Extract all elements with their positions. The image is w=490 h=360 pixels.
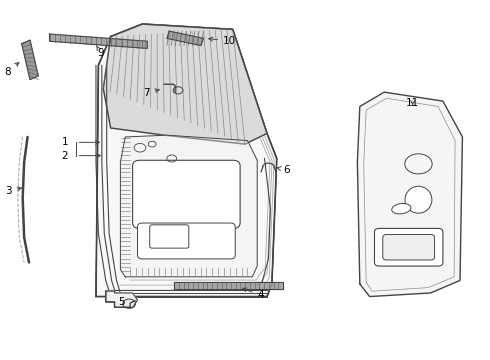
Polygon shape <box>96 24 277 297</box>
Text: 10: 10 <box>209 36 236 46</box>
Polygon shape <box>49 34 147 48</box>
Text: 1: 1 <box>62 137 68 147</box>
Text: 11: 11 <box>406 98 419 108</box>
Polygon shape <box>103 24 267 144</box>
Text: 2: 2 <box>62 150 68 161</box>
Polygon shape <box>167 31 203 45</box>
Polygon shape <box>22 40 38 80</box>
Text: 6: 6 <box>277 165 290 175</box>
Text: 4: 4 <box>243 288 264 301</box>
Text: 5: 5 <box>119 297 125 307</box>
Text: 3: 3 <box>5 186 22 196</box>
Text: 8: 8 <box>4 63 19 77</box>
FancyBboxPatch shape <box>133 160 240 228</box>
FancyBboxPatch shape <box>374 228 443 266</box>
FancyBboxPatch shape <box>150 225 189 248</box>
Polygon shape <box>121 135 257 277</box>
Ellipse shape <box>392 203 411 214</box>
Polygon shape <box>174 282 283 289</box>
FancyBboxPatch shape <box>383 234 435 260</box>
Polygon shape <box>106 291 138 307</box>
Text: 9: 9 <box>97 46 104 58</box>
FancyBboxPatch shape <box>138 223 235 259</box>
Polygon shape <box>357 92 463 297</box>
Ellipse shape <box>405 186 432 213</box>
Text: 7: 7 <box>143 88 159 98</box>
